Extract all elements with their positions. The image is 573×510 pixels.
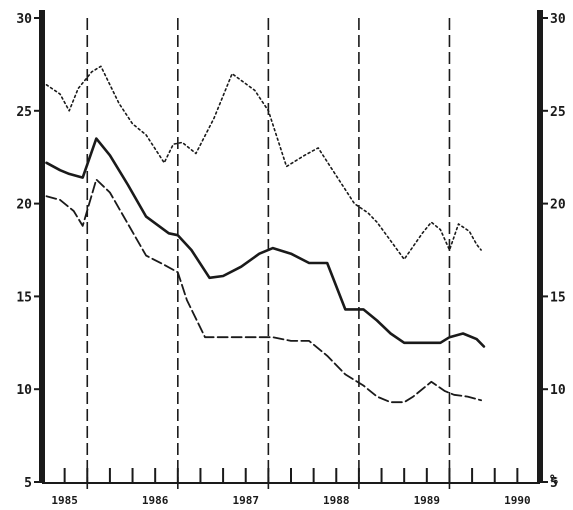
y-tick-label-left-25: 25 [16, 105, 32, 120]
y-tick-label-left-5: 5 [24, 476, 32, 491]
year-label-1990: 1990 [504, 494, 531, 507]
y-tick-label-right-30: 30 [550, 12, 566, 27]
year-label-1987: 1987 [232, 494, 259, 507]
left-axis-bar [39, 10, 45, 482]
y-tick-label-left-20: 20 [16, 198, 32, 213]
year-boundaries-group [86, 18, 451, 492]
series-line-solid [45, 137, 486, 348]
axes-group [34, 10, 548, 484]
y-tick-label-left-15: 15 [16, 290, 32, 305]
y-tick-label-right-25: 25 [550, 105, 566, 120]
y-tick-label-left-30: 30 [16, 12, 32, 27]
right-axis-bar [537, 10, 543, 482]
year-label-1986: 1986 [142, 494, 169, 507]
y-tick-label-right-15: 15 [550, 290, 566, 305]
y-tick-label-left-10: 10 [16, 383, 32, 398]
year-label-1989: 1989 [414, 494, 441, 507]
series-group [45, 65, 486, 404]
y-tick-label-right-5: 5 [550, 476, 558, 491]
series-line-dashed [45, 178, 483, 404]
series-line-dotted [45, 65, 482, 261]
labels-group: 5 5 10 10 15 15 20 20 25 25 30 30% 1985 1986 1987 1988 1… [16, 12, 565, 507]
year-label-1985: 1985 [51, 494, 78, 507]
y-tick-label-right-10: 10 [550, 383, 566, 398]
year-label-1988: 1988 [323, 494, 350, 507]
y-tick-label-right-20: 20 [550, 198, 566, 213]
right-axis-unit: % [550, 473, 558, 488]
